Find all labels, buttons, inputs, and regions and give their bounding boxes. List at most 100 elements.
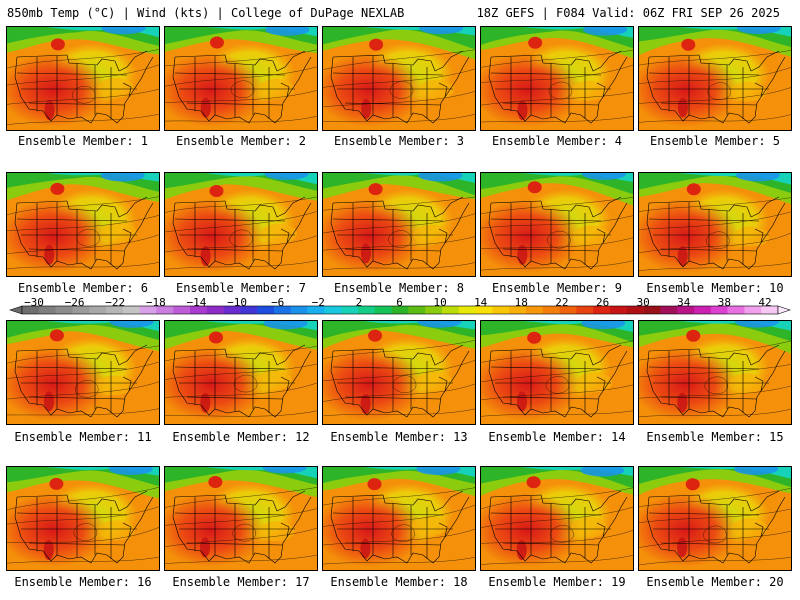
colorbar-cell [391,306,409,314]
ensemble-map [323,467,475,570]
ensemble-member-label: Ensemble Member: 5 [649,134,781,148]
ensemble-map [639,173,791,276]
colorbar-cell [156,306,174,314]
colorbar-tick-label: −30 [24,296,44,309]
colorbar-cell [38,306,56,314]
colorbar-cell [610,306,628,314]
model-run-info: 18Z GEFS | F084 Valid: 06Z FRI SEP 26 20… [476,6,780,20]
colorbar-cell [290,306,308,314]
ensemble-member-map-18 [322,466,476,571]
colorbar-cell [458,306,476,314]
colorbar-cell [307,306,325,314]
colorbar-cell [542,306,560,314]
colorbar-cell [89,306,107,314]
colorbar-cell [744,306,762,314]
colorbar-cell [761,306,779,314]
colorbar-cell [358,306,376,314]
ensemble-map [481,173,633,276]
colorbar-tick-label: 18 [514,296,528,309]
ensemble-member-map-15 [638,320,792,425]
colorbar-tick-label: 6 [396,296,403,309]
colorbar-tick-label: 42 [758,296,772,309]
ensemble-member-label: Ensemble Member: 11 [14,430,152,444]
ensemble-map [639,321,791,424]
colorbar-cell [139,306,157,314]
ensemble-member-label: Ensemble Member: 19 [488,575,626,589]
colorbar-cell [593,306,611,314]
ensemble-member-map-13 [322,320,476,425]
ensemble-member-map-9 [480,172,634,277]
ensemble-member-map-2 [164,26,318,131]
ensemble-member-map-7 [164,172,318,277]
colorbar-tick-label: 26 [595,296,610,309]
ensemble-member-label: Ensemble Member: 7 [175,281,307,295]
ensemble-map [7,321,159,424]
ensemble-member-label: Ensemble Member: 8 [333,281,465,295]
ensemble-member-map-17 [164,466,318,571]
ensemble-member-map-5 [638,26,792,131]
colorbar-cell [122,306,140,314]
ensemble-map [481,321,633,424]
ensemble-member-map-8 [322,172,476,277]
colorbar-tick-label: 34 [677,296,691,309]
ensemble-member-map-19 [480,466,634,571]
colorbar-cell [257,306,275,314]
ensemble-member-label: Ensemble Member: 1 [17,134,149,148]
ensemble-member-map-11 [6,320,160,425]
colorbar-cell [475,306,493,314]
ensemble-map [165,27,317,130]
colorbar-cell [72,306,90,314]
colorbar-cell [643,306,661,314]
ensemble-member-label: Ensemble Member: 14 [488,430,626,444]
colorbar-tick-label: −22 [105,296,126,309]
colorbar-cell [727,306,745,314]
ensemble-map [165,173,317,276]
colorbar-tick-label: 10 [433,296,447,309]
colorbar-cell [677,306,695,314]
ensemble-member-map-6 [6,172,160,277]
ensemble-member-map-1 [6,26,160,131]
ensemble-map [639,467,791,570]
colorbar-cell [173,306,191,314]
ensemble-map [481,27,633,130]
ensemble-map [323,27,475,130]
ensemble-member-label: Ensemble Member: 13 [330,430,468,444]
colorbar-cell [626,306,644,314]
colorbar-left-arrow [9,305,23,315]
colorbar-cell [509,306,527,314]
chart-title: 850mb Temp (°C) | Wind (kts) | College o… [7,6,405,20]
ensemble-member-label: Ensemble Member: 10 [646,281,784,295]
ensemble-map [7,27,159,130]
colorbar-tick-label: 14 [474,296,488,309]
ensemble-member-label: Ensemble Member: 4 [491,134,623,148]
colorbar-cell [442,306,460,314]
ensemble-member-label: Ensemble Member: 3 [333,134,465,148]
ensemble-member-label: Ensemble Member: 15 [646,430,784,444]
ensemble-map [7,467,159,570]
colorbar-cell [324,306,342,314]
colorbar-cell [55,306,73,314]
ensemble-member-label: Ensemble Member: 12 [172,430,310,444]
colorbar-cell [660,306,678,314]
ensemble-member-label: Ensemble Member: 20 [646,575,784,589]
colorbar-tick-label: −18 [145,296,166,309]
colorbar-cell [223,306,241,314]
ensemble-member-map-20 [638,466,792,571]
ensemble-map [323,321,475,424]
colorbar-cell [206,306,224,314]
colorbar-cell [576,306,594,314]
ensemble-map [323,173,475,276]
colorbar-tick-label: 2 [355,296,363,309]
ensemble-member-label: Ensemble Member: 17 [172,575,310,589]
ensemble-member-map-4 [480,26,634,131]
ensemble-map [481,467,633,570]
colorbar-right-arrow [777,305,791,315]
colorbar-cell [240,306,258,314]
colorbar-cell [425,306,443,314]
ensemble-member-map-12 [164,320,318,425]
ensemble-member-label: Ensemble Member: 2 [175,134,307,148]
colorbar-cell [526,306,544,314]
colorbar-tick-label: −14 [186,296,207,309]
colorbar-cell [190,306,208,314]
colorbar-cell [22,306,40,314]
